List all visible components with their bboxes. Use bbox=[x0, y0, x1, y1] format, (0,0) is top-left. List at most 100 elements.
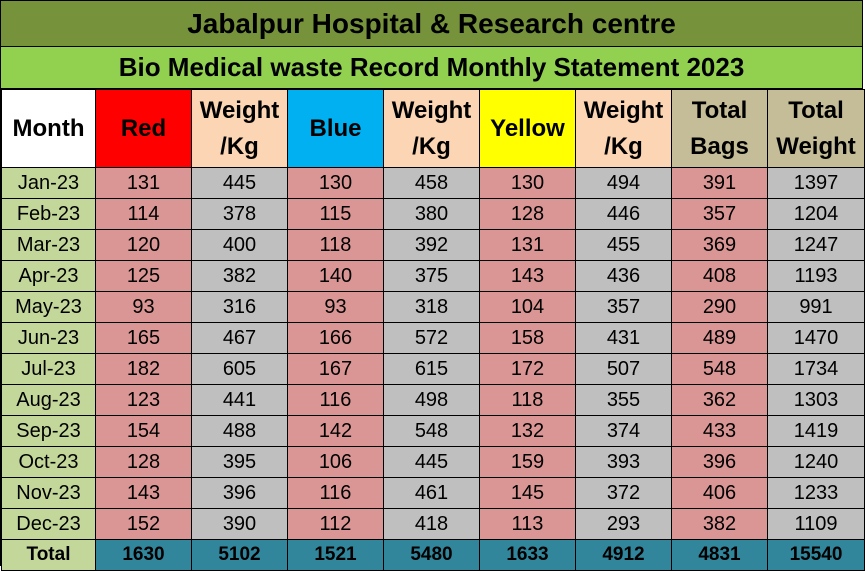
total-weight-cell[interactable]: 1193 bbox=[767, 260, 865, 292]
blue-weight-cell[interactable]: 380 bbox=[383, 198, 480, 230]
total-bags-cell[interactable]: 489 bbox=[671, 322, 768, 354]
month-cell[interactable]: Jan-23 bbox=[1, 167, 96, 199]
blue-cell[interactable]: 167 bbox=[287, 353, 384, 385]
total-bags-cell[interactable]: 357 bbox=[671, 198, 768, 230]
red-weight-cell[interactable]: 316 bbox=[191, 291, 288, 323]
totals-blue-cell[interactable]: 1521 bbox=[287, 539, 384, 571]
blue-weight-cell[interactable]: 418 bbox=[383, 508, 480, 540]
yellow-weight-cell[interactable]: 372 bbox=[575, 477, 672, 509]
blue-cell[interactable]: 166 bbox=[287, 322, 384, 354]
blue-cell[interactable]: 130 bbox=[287, 167, 384, 199]
yellow-weight-cell[interactable]: 436 bbox=[575, 260, 672, 292]
blue-weight-cell[interactable]: 392 bbox=[383, 229, 480, 261]
yellow-cell[interactable]: 172 bbox=[479, 353, 576, 385]
red-cell[interactable]: 182 bbox=[95, 353, 192, 385]
totals-bags-cell[interactable]: 4831 bbox=[671, 539, 768, 571]
blue-weight-cell[interactable]: 548 bbox=[383, 415, 480, 447]
month-cell[interactable]: Aug-23 bbox=[1, 384, 96, 416]
yellow-weight-cell[interactable]: 507 bbox=[575, 353, 672, 385]
red-cell[interactable]: 123 bbox=[95, 384, 192, 416]
header-yellow[interactable]: Yellow bbox=[479, 89, 576, 168]
blue-weight-cell[interactable]: 615 bbox=[383, 353, 480, 385]
month-cell[interactable]: Feb-23 bbox=[1, 198, 96, 230]
red-cell[interactable]: 120 bbox=[95, 229, 192, 261]
total-weight-cell[interactable]: 1734 bbox=[767, 353, 865, 385]
header-yellow-weight[interactable]: Weight/Kg bbox=[575, 89, 672, 168]
yellow-weight-cell[interactable]: 494 bbox=[575, 167, 672, 199]
blue-weight-cell[interactable]: 445 bbox=[383, 446, 480, 478]
total-bags-cell[interactable]: 406 bbox=[671, 477, 768, 509]
total-bags-cell[interactable]: 362 bbox=[671, 384, 768, 416]
red-weight-cell[interactable]: 488 bbox=[191, 415, 288, 447]
red-cell[interactable]: 165 bbox=[95, 322, 192, 354]
header-red[interactable]: Red bbox=[95, 89, 192, 168]
red-weight-cell[interactable]: 605 bbox=[191, 353, 288, 385]
red-cell[interactable]: 93 bbox=[95, 291, 192, 323]
red-weight-cell[interactable]: 395 bbox=[191, 446, 288, 478]
total-bags-cell[interactable]: 408 bbox=[671, 260, 768, 292]
red-weight-cell[interactable]: 378 bbox=[191, 198, 288, 230]
month-cell[interactable]: Jun-23 bbox=[1, 322, 96, 354]
total-bags-cell[interactable]: 290 bbox=[671, 291, 768, 323]
red-weight-cell[interactable]: 396 bbox=[191, 477, 288, 509]
blue-cell[interactable]: 118 bbox=[287, 229, 384, 261]
yellow-cell[interactable]: 113 bbox=[479, 508, 576, 540]
yellow-cell[interactable]: 158 bbox=[479, 322, 576, 354]
month-cell[interactable]: Apr-23 bbox=[1, 260, 96, 292]
yellow-cell[interactable]: 145 bbox=[479, 477, 576, 509]
header-month[interactable]: Month bbox=[1, 89, 96, 168]
yellow-weight-cell[interactable]: 293 bbox=[575, 508, 672, 540]
red-cell[interactable]: 152 bbox=[95, 508, 192, 540]
header-total-weight[interactable]: Total Weight bbox=[767, 89, 865, 168]
total-bags-cell[interactable]: 433 bbox=[671, 415, 768, 447]
red-weight-cell[interactable]: 445 bbox=[191, 167, 288, 199]
totals-yellow-weight-cell[interactable]: 4912 bbox=[575, 539, 672, 571]
total-bags-cell[interactable]: 391 bbox=[671, 167, 768, 199]
blue-cell[interactable]: 116 bbox=[287, 384, 384, 416]
month-cell[interactable]: Dec-23 bbox=[1, 508, 96, 540]
red-cell[interactable]: 154 bbox=[95, 415, 192, 447]
blue-cell[interactable]: 112 bbox=[287, 508, 384, 540]
red-weight-cell[interactable]: 400 bbox=[191, 229, 288, 261]
totals-weight-cell[interactable]: 15540 bbox=[767, 539, 865, 571]
month-cell[interactable]: May-23 bbox=[1, 291, 96, 323]
header-blue[interactable]: Blue bbox=[287, 89, 384, 168]
yellow-cell[interactable]: 118 bbox=[479, 384, 576, 416]
totals-label-cell[interactable]: Total bbox=[1, 539, 96, 571]
totals-blue-weight-cell[interactable]: 5480 bbox=[383, 539, 480, 571]
total-weight-cell[interactable]: 991 bbox=[767, 291, 865, 323]
total-weight-cell[interactable]: 1204 bbox=[767, 198, 865, 230]
total-weight-cell[interactable]: 1109 bbox=[767, 508, 865, 540]
yellow-weight-cell[interactable]: 455 bbox=[575, 229, 672, 261]
blue-weight-cell[interactable]: 572 bbox=[383, 322, 480, 354]
blue-cell[interactable]: 106 bbox=[287, 446, 384, 478]
red-cell[interactable]: 143 bbox=[95, 477, 192, 509]
yellow-weight-cell[interactable]: 357 bbox=[575, 291, 672, 323]
blue-cell[interactable]: 142 bbox=[287, 415, 384, 447]
header-blue-weight[interactable]: Weight/Kg bbox=[383, 89, 480, 168]
yellow-weight-cell[interactable]: 393 bbox=[575, 446, 672, 478]
yellow-cell[interactable]: 130 bbox=[479, 167, 576, 199]
yellow-weight-cell[interactable]: 446 bbox=[575, 198, 672, 230]
yellow-weight-cell[interactable]: 355 bbox=[575, 384, 672, 416]
yellow-weight-cell[interactable]: 374 bbox=[575, 415, 672, 447]
total-weight-cell[interactable]: 1247 bbox=[767, 229, 865, 261]
total-weight-cell[interactable]: 1397 bbox=[767, 167, 865, 199]
totals-red-cell[interactable]: 1630 bbox=[95, 539, 192, 571]
blue-weight-cell[interactable]: 375 bbox=[383, 260, 480, 292]
blue-weight-cell[interactable]: 458 bbox=[383, 167, 480, 199]
yellow-cell[interactable]: 128 bbox=[479, 198, 576, 230]
total-bags-cell[interactable]: 369 bbox=[671, 229, 768, 261]
yellow-cell[interactable]: 104 bbox=[479, 291, 576, 323]
red-cell[interactable]: 131 bbox=[95, 167, 192, 199]
blue-cell[interactable]: 140 bbox=[287, 260, 384, 292]
yellow-cell[interactable]: 131 bbox=[479, 229, 576, 261]
total-weight-cell[interactable]: 1233 bbox=[767, 477, 865, 509]
red-cell[interactable]: 125 bbox=[95, 260, 192, 292]
red-cell[interactable]: 128 bbox=[95, 446, 192, 478]
month-cell[interactable]: Mar-23 bbox=[1, 229, 96, 261]
red-cell[interactable]: 114 bbox=[95, 198, 192, 230]
total-bags-cell[interactable]: 396 bbox=[671, 446, 768, 478]
blue-weight-cell[interactable]: 318 bbox=[383, 291, 480, 323]
red-weight-cell[interactable]: 467 bbox=[191, 322, 288, 354]
